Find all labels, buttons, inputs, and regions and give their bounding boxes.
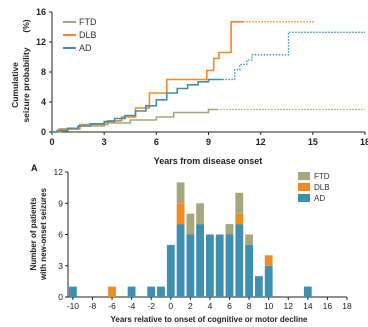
ftd-bar-segment: [225, 224, 234, 235]
bottom-x-tick-label: -10: [67, 301, 80, 311]
ad-bar-segment: [166, 244, 175, 297]
ftd-legend-label: FTD: [314, 172, 330, 181]
bottom-x-tick-label: -8: [89, 301, 97, 311]
bottom-bars: [69, 182, 312, 298]
top-x-tick-label: 6: [154, 137, 159, 147]
bottom-x-tick-label: 12: [284, 301, 294, 311]
bottom-legend: FTD DLB AD: [298, 172, 330, 203]
cumulative-probability-chart: Cumulative seizure probability (%) 0 3 6 9 1…: [10, 7, 368, 166]
dlb-legend-label: DLB: [314, 183, 330, 192]
bottom-y-tick-label: 6: [58, 230, 63, 240]
top-axis-ticks: 0 3 6 9 12 15 18 0 4 8 12 16: [36, 7, 368, 147]
top-y-axis-title-line2: seizure probability: [21, 47, 31, 122]
top-x-tick-label: 0: [49, 137, 54, 147]
ftd-bar-segment: [235, 192, 244, 214]
bottom-y-tick-label: 9: [58, 198, 63, 208]
ad-bar-segment: [264, 265, 273, 298]
bottom-y-tick-label: 12: [54, 167, 64, 177]
ad-bar-segment: [303, 286, 312, 297]
top-x-tick-label: 3: [102, 137, 107, 147]
new-onset-seizures-chart: A Number of patients with new-onset seiz…: [29, 163, 352, 324]
ad-bar-segment: [215, 234, 224, 297]
ftd-bar-segment: [186, 213, 195, 235]
bottom-y-axis-title-line2: with new-onset seizures: [39, 187, 48, 281]
bottom-x-tick-label: 14: [303, 301, 313, 311]
ad-bar-segment: [127, 286, 136, 297]
ad-bar-segment: [157, 286, 165, 297]
bottom-axis-ticks: -10 -8 -6 -4 -2 0 2 4 6 8 10 12 14 16 18 0 3 6 9 12: [54, 167, 352, 311]
bottom-x-tick-label: -4: [128, 301, 136, 311]
bottom-y-tick-label: 3: [58, 261, 63, 271]
dlb-legend-label: DLB: [79, 30, 97, 40]
ad-solid-line: [52, 78, 223, 133]
dlb-bar-segment: [235, 213, 244, 225]
bottom-x-tick-label: 18: [342, 301, 352, 311]
top-y-tick-label: 16: [36, 7, 46, 17]
bottom-x-axis-title: Years relative to onset of cognitive or …: [111, 315, 308, 324]
top-y-tick-label: 0: [41, 127, 46, 137]
ad-bar-segment: [206, 234, 214, 297]
dlb-bar-segment: [264, 255, 273, 266]
ftd-legend-label: FTD: [79, 17, 97, 27]
ad-bar-segment: [147, 286, 156, 297]
ftd-bar-segment: [196, 203, 204, 225]
ad-bar-segment: [176, 224, 185, 297]
top-y-tick-label: 12: [36, 37, 46, 47]
dlb-bar-segment: [176, 203, 185, 225]
bottom-x-tick-label: -2: [147, 301, 155, 311]
top-x-tick-label: 18: [360, 137, 368, 147]
ftd-bar-segment: [176, 182, 185, 204]
ad-legend-swatch: [298, 194, 310, 202]
ad-legend-label: AD: [314, 194, 325, 203]
top-x-tick-label: 15: [308, 137, 318, 147]
bottom-x-tick-label: 16: [323, 301, 333, 311]
top-x-axis-title: Years from disease onset: [154, 156, 263, 166]
bottom-x-tick-label: 10: [264, 301, 274, 311]
panel-label-a: A: [31, 163, 38, 173]
bottom-x-tick-label: 8: [247, 301, 252, 311]
ad-bar-segment: [69, 286, 77, 297]
bottom-x-tick-label: -6: [108, 301, 116, 311]
ad-bar-segment: [225, 234, 234, 297]
ad-bar-segment: [255, 276, 263, 297]
ad-legend-label: AD: [79, 43, 92, 53]
ftd-bar-segment: [245, 234, 253, 245]
bottom-x-tick-label: 0: [168, 301, 173, 311]
bottom-x-tick-label: 4: [208, 301, 213, 311]
ad-bar-segment: [235, 224, 244, 297]
top-legend: FTD DLB AD: [63, 17, 97, 53]
top-x-tick-label: 9: [206, 137, 211, 147]
bottom-x-tick-label: 2: [188, 301, 193, 311]
bottom-y-tick-label: 0: [58, 292, 63, 302]
top-x-tick-label: 12: [256, 137, 266, 147]
bottom-x-tick-label: 6: [227, 301, 232, 311]
dlb-legend-swatch: [298, 183, 310, 191]
top-y-axis-title-line1: Cumulative: [10, 62, 20, 108]
top-y-tick-label: 8: [41, 67, 46, 77]
ad-bar-segment: [245, 244, 253, 297]
top-y-tick-label: 4: [41, 97, 46, 107]
top-series-lines: [52, 20, 365, 133]
ad-bar-segment: [186, 234, 195, 297]
ad-dotted-line: [222, 31, 365, 81]
top-y-axis-title-unit: (%): [21, 19, 31, 32]
dlb-bar-segment: [108, 286, 116, 297]
ad-bar-segment: [196, 224, 204, 297]
ftd-legend-swatch: [298, 172, 310, 180]
bottom-y-axis-title-line1: Number of patients: [29, 197, 38, 270]
